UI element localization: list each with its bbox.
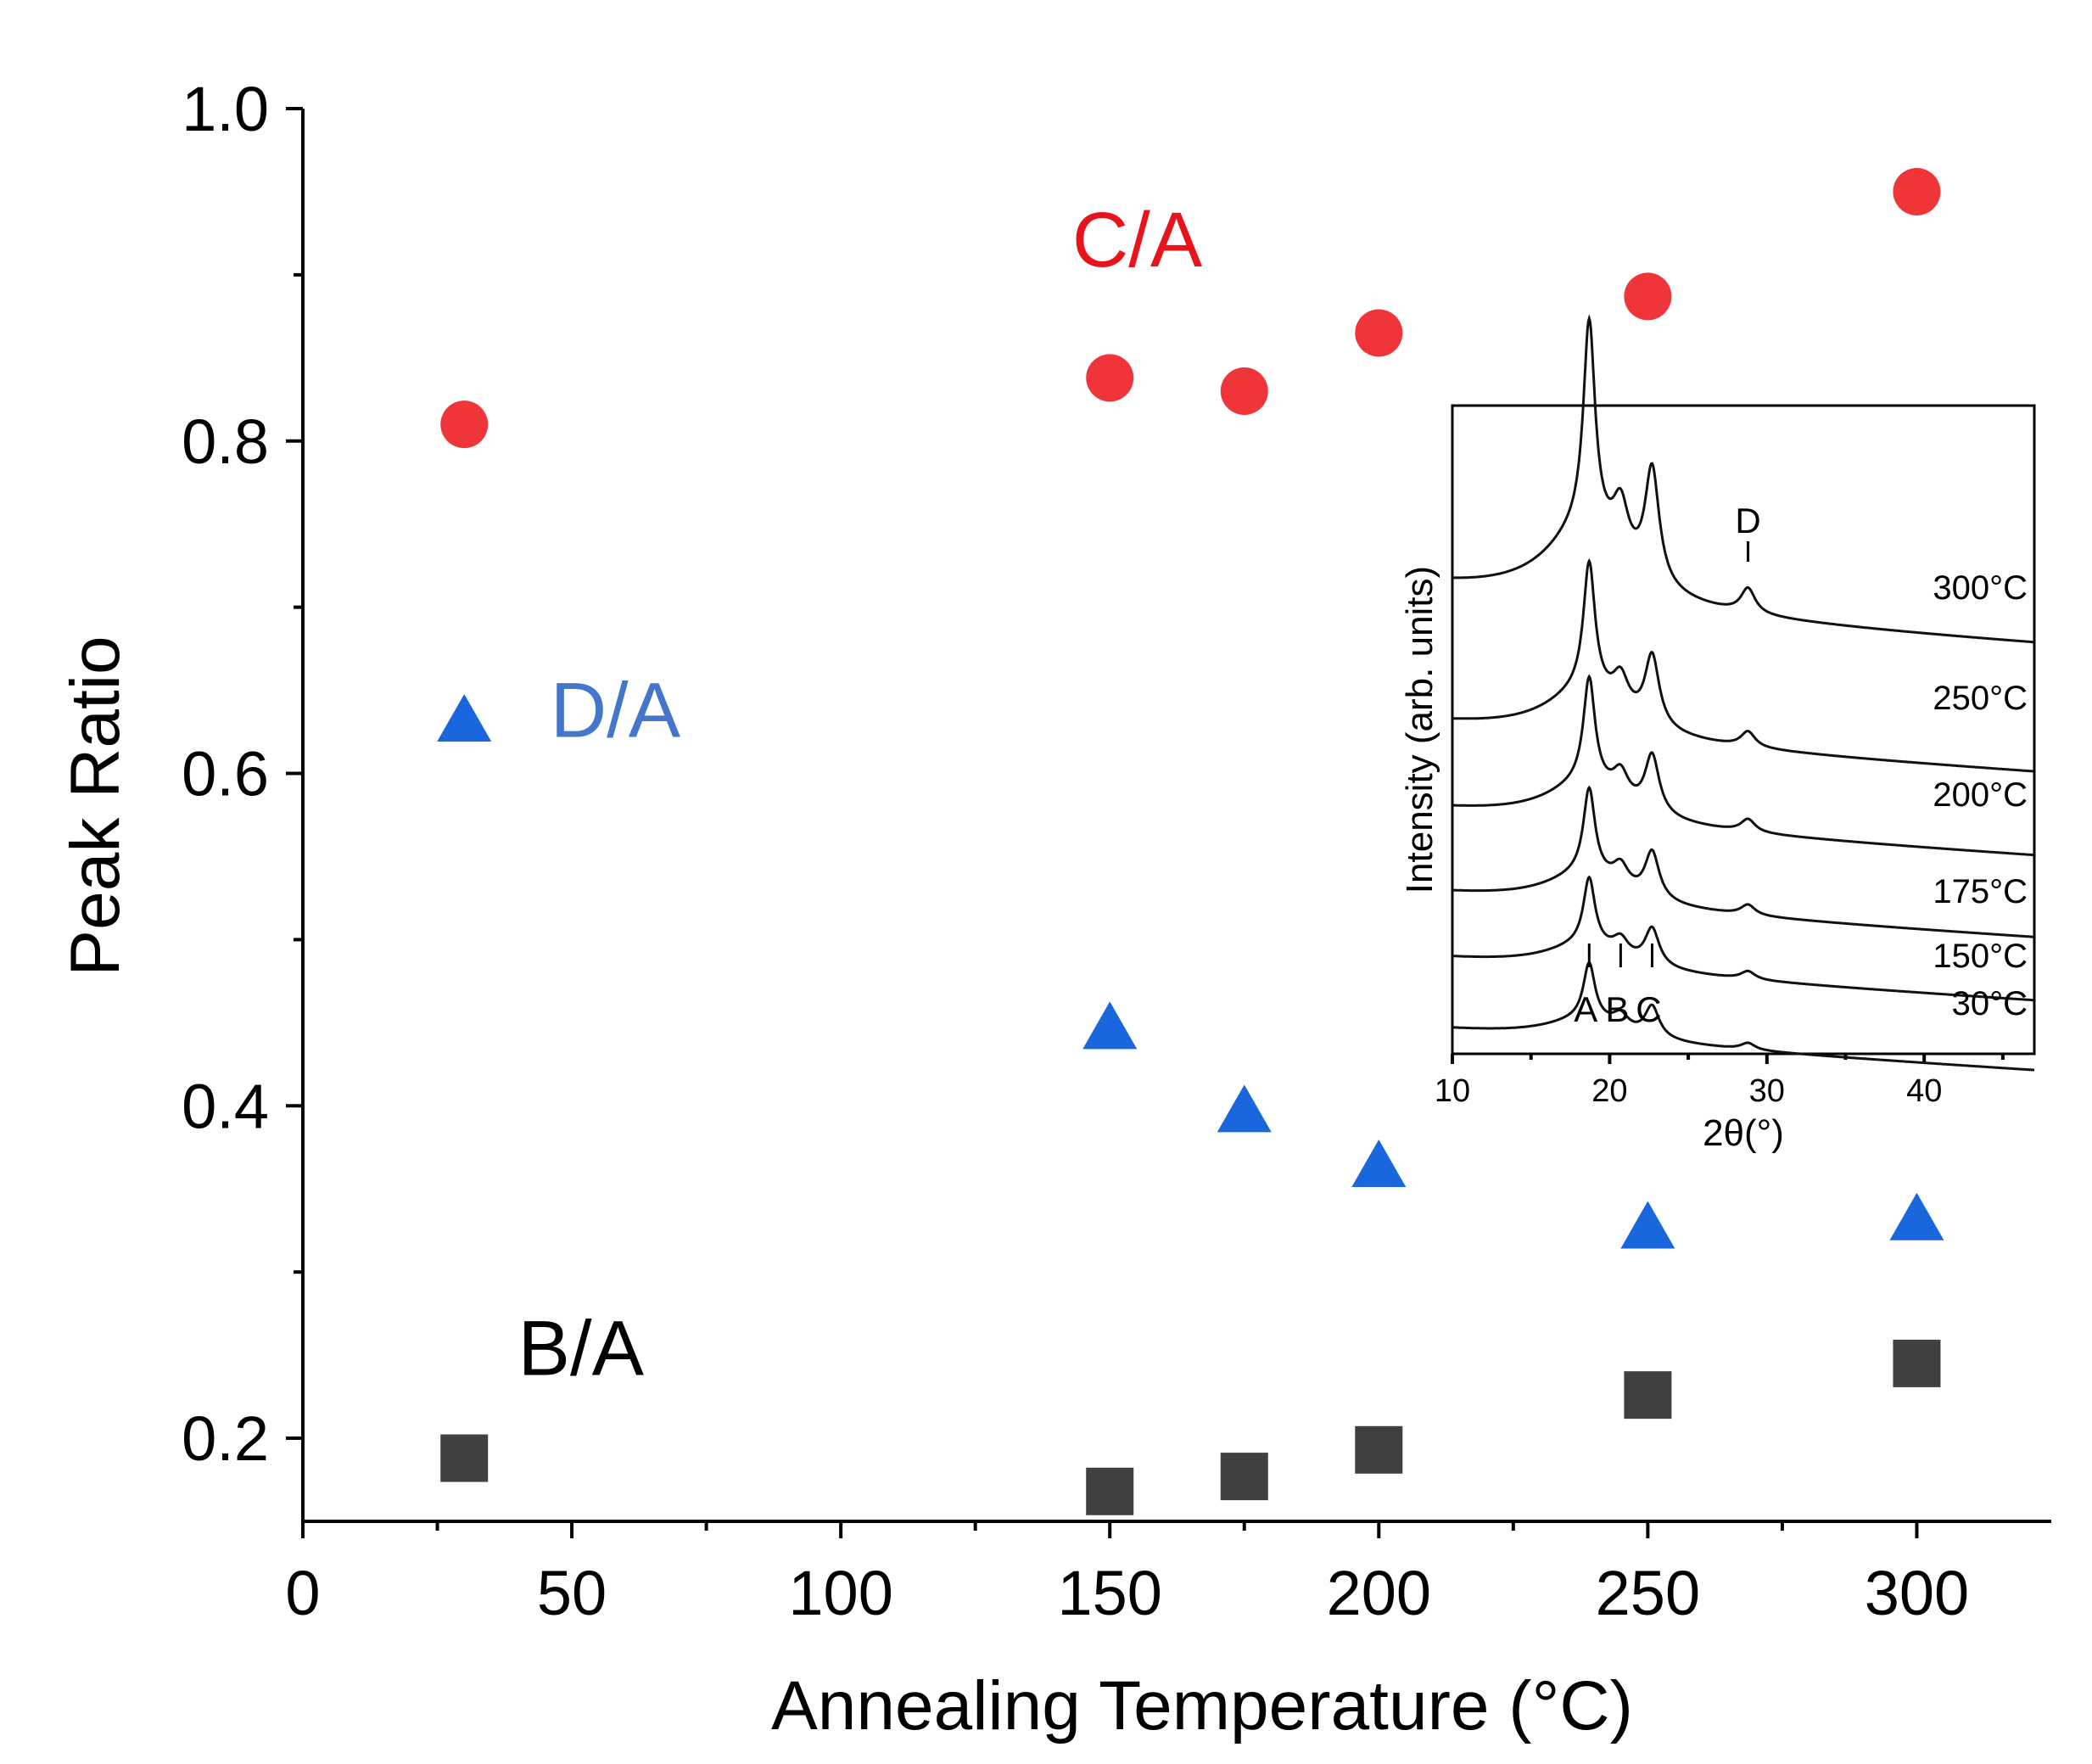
x-tick-label: 0 [285,1558,320,1628]
series-layer [437,167,1944,1515]
inset-trace [1452,674,2035,857]
y-tick-label: 0.2 [182,1403,269,1474]
inset-trace-label: 30°C [1952,985,2028,1022]
main-ticks: 0 50 100 150 200 250 300 0.2 0.4 0.6 0.8 1.0 [182,74,1969,1628]
series-label: B/A [518,1306,645,1392]
data-point [1217,1084,1272,1133]
data-point [1082,1001,1138,1050]
series-c-a [440,167,1941,449]
x-axis-title: Annealing Temperature (°C) [771,1667,1633,1744]
inset-trace [1452,314,2034,644]
inset-frame [1451,404,2036,1056]
data-point [1086,354,1134,402]
inset-peak-label: B [1605,989,1629,1029]
data-point [1893,167,1941,216]
inset-trace-label: 200°C [1933,776,2028,814]
inset-trace [1452,785,2035,938]
inset-peak-label: D [1735,501,1760,540]
inset-trace-label: 175°C [1933,873,2028,910]
inset-xrd-plot: 10 20 30 40 2θ(°) Intensity (arb. units) 300°C… [1399,314,2036,1154]
data-point [1624,1371,1672,1420]
y-axis-title: Peak Ratio [57,636,134,976]
x-tick-label: 100 [788,1558,892,1628]
data-point [1220,1453,1268,1501]
inset-trace [1452,960,2035,1072]
inset-trace [1452,875,2035,1002]
main-axes [301,109,2051,1523]
inset-peak-label: C [1636,989,1661,1029]
data-point [1086,1467,1134,1515]
inset-trace-label: 150°C [1933,938,2028,975]
series-label: C/A [1072,197,1203,283]
x-tick-label: 50 [537,1558,607,1628]
data-point [1355,309,1403,357]
data-point [1620,1201,1675,1249]
data-point [1220,367,1268,415]
series-d-a [437,694,1944,1249]
inset-x-tick-label: 10 [1435,1073,1470,1109]
inset-x-tick-label: 40 [1906,1073,1942,1109]
y-tick-label: 0.8 [182,406,269,477]
y-tick-label: 0.4 [182,1071,269,1141]
x-tick-label: 250 [1596,1558,1700,1628]
inset-trace-label: 250°C [1933,680,2028,717]
inset-x-tick-label: 20 [1591,1073,1627,1109]
data-point [440,400,489,449]
data-point [1889,1192,1944,1240]
inset-x-axis-title: 2θ(°) [1703,1112,1784,1154]
data-point [1893,1339,1941,1387]
data-point [1624,272,1672,321]
inset-trace [1452,557,2035,773]
inset-trace-label: 300°C [1933,569,2028,607]
series-labels: C/A D/A B/A [518,197,1203,1392]
x-tick-label: 150 [1057,1558,1161,1628]
x-tick-label: 200 [1327,1558,1431,1628]
series-b-a [440,1339,1941,1515]
data-point [440,1434,489,1482]
y-tick-label: 0.6 [182,739,269,809]
x-tick-label: 300 [1865,1558,1969,1628]
inset-x-tick-label: 30 [1749,1073,1785,1109]
series-label: D/A [551,667,681,753]
data-point [437,694,492,742]
y-tick-label: 1.0 [182,74,269,144]
inset-peak-label: A [1574,989,1597,1029]
inset-y-axis-title: Intensity (arb. units) [1399,566,1440,893]
data-point [1355,1425,1403,1474]
data-point [1351,1140,1407,1188]
